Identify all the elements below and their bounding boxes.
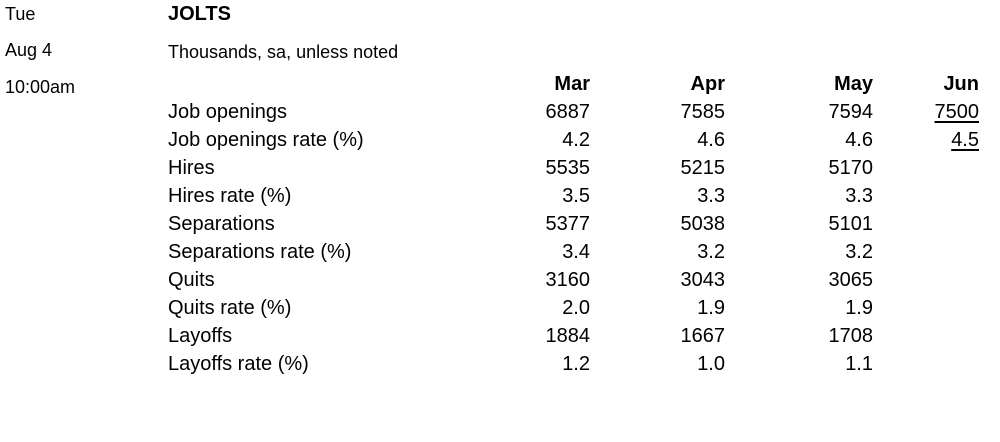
- row-label-header: [163, 70, 418, 98]
- cell-mar: 2.0: [562, 296, 590, 319]
- cell-may: 3.2: [845, 240, 873, 263]
- cell-jun: [878, 238, 984, 266]
- column-header-jun: Jun: [943, 72, 979, 95]
- jolts-table: Mar Apr May Jun Job openings 6887 7585 7…: [163, 70, 984, 378]
- header-row: Mar Apr May Jun: [163, 70, 984, 98]
- cell-apr: 5215: [680, 156, 726, 179]
- cell-may: 5170: [828, 156, 874, 179]
- cell-mar: 4.2: [562, 128, 590, 151]
- cell-apr: 7585: [680, 100, 726, 123]
- row-label: Separations: [168, 212, 275, 235]
- row-label: Quits rate (%): [168, 296, 292, 319]
- cell-may: 3.3: [845, 184, 873, 207]
- cell-mar: 3160: [545, 268, 591, 291]
- cell-jun: [878, 350, 984, 378]
- release-date: Aug 4: [5, 40, 53, 60]
- row-label: Quits: [168, 268, 215, 291]
- cell-jun: [878, 182, 984, 210]
- cell-apr: 3.2: [697, 240, 725, 263]
- row-label: Job openings: [168, 100, 287, 123]
- cell-jun: [878, 266, 984, 294]
- row-label: Separations rate (%): [168, 240, 352, 263]
- cell-apr: 3.3: [697, 184, 725, 207]
- table-row: Layoffs 1884 1667 1708: [163, 322, 984, 350]
- table-row: Job openings rate (%) 4.2 4.6 4.6 4.5: [163, 126, 984, 154]
- cell-mar: 1.2: [562, 352, 590, 375]
- cell-apr: 3043: [680, 268, 726, 291]
- table-row: Hires rate (%) 3.5 3.3 3.3: [163, 182, 984, 210]
- cell-may: 1.1: [845, 352, 873, 375]
- consensus-value: 4.5: [951, 128, 979, 151]
- report-subtitle: Thousands, sa, unless noted: [168, 42, 399, 62]
- cell-apr: 1667: [680, 324, 726, 347]
- column-header-apr: Apr: [690, 72, 725, 95]
- table-row: Layoffs rate (%) 1.2 1.0 1.1: [163, 350, 984, 378]
- row-label: Job openings rate (%): [168, 128, 364, 151]
- table-row: Quits rate (%) 2.0 1.9 1.9: [163, 294, 984, 322]
- cell-jun-consensus: 7500: [878, 98, 984, 126]
- cell-mar: 3.5: [562, 184, 590, 207]
- release-time: 10:00am: [5, 77, 76, 97]
- report-title: JOLTS: [168, 3, 231, 25]
- cell-jun: [878, 294, 984, 322]
- cell-mar: 3.4: [562, 240, 590, 263]
- cell-may: 3065: [828, 268, 874, 291]
- cell-jun: [878, 154, 984, 182]
- table-row: Hires 5535 5215 5170: [163, 154, 984, 182]
- cell-mar: 5377: [545, 212, 591, 235]
- cell-apr: 1.9: [697, 296, 725, 319]
- cell-jun-consensus: 4.5: [878, 126, 984, 154]
- table-row: Separations 5377 5038 5101: [163, 210, 984, 238]
- consensus-value: 7500: [934, 100, 980, 123]
- cell-mar: 5535: [545, 156, 591, 179]
- cell-apr: 5038: [680, 212, 726, 235]
- cell-jun: [878, 322, 984, 350]
- cell-jun: [878, 210, 984, 238]
- cell-apr: 1.0: [697, 352, 725, 375]
- row-label: Hires rate (%): [168, 184, 292, 207]
- cell-may: 4.6: [845, 128, 873, 151]
- release-day: Tue: [5, 4, 36, 24]
- cell-mar: 1884: [545, 324, 591, 347]
- cell-may: 5101: [828, 212, 874, 235]
- row-label: Hires: [168, 156, 215, 179]
- table-row: Quits 3160 3043 3065: [163, 266, 984, 294]
- cell-mar: 6887: [545, 100, 591, 123]
- table-row: Separations rate (%) 3.4 3.2 3.2: [163, 238, 984, 266]
- cell-may: 7594: [828, 100, 874, 123]
- cell-may: 1.9: [845, 296, 873, 319]
- column-header-may: May: [834, 72, 873, 95]
- row-label: Layoffs: [168, 324, 233, 347]
- cell-apr: 4.6: [697, 128, 725, 151]
- table-row: Job openings 6887 7585 7594 7500: [163, 98, 984, 126]
- cell-may: 1708: [828, 324, 874, 347]
- column-header-mar: Mar: [554, 72, 590, 95]
- row-label: Layoffs rate (%): [168, 352, 309, 375]
